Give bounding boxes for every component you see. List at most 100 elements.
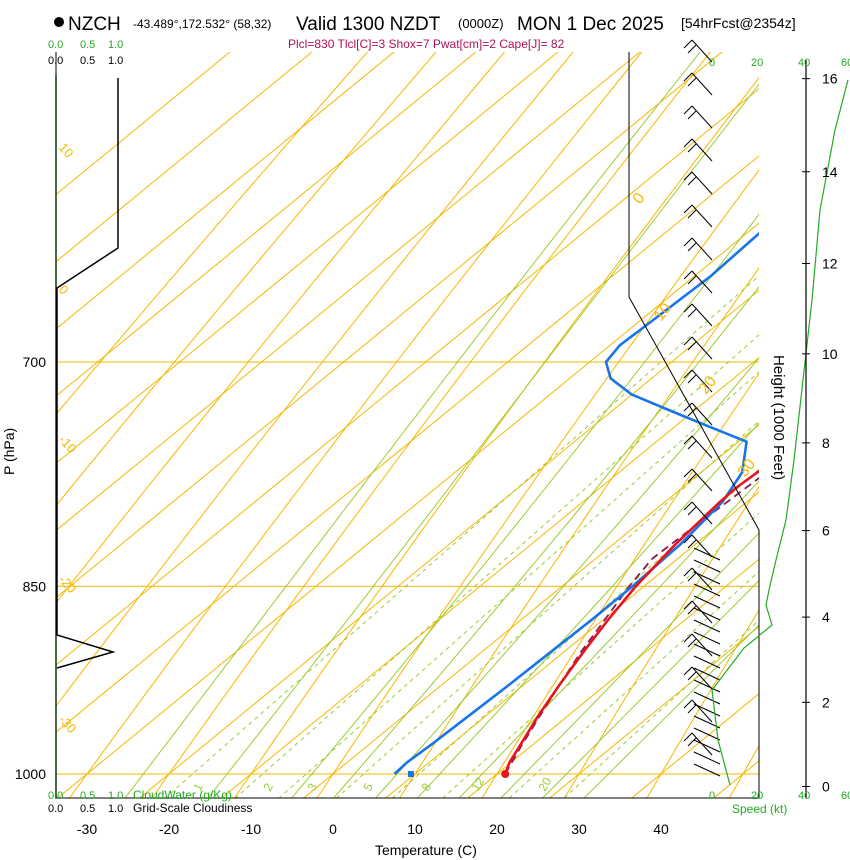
height-tick-label: 6 <box>822 523 830 539</box>
wind-barb <box>683 633 713 657</box>
isotherm--30 <box>56 222 759 798</box>
wind-barb-flag <box>683 171 693 181</box>
wind-barb-staff <box>691 369 713 393</box>
wind-barb <box>683 336 713 360</box>
wind-barb <box>683 567 713 591</box>
wind-barb <box>683 138 713 162</box>
wind-barb-flag <box>687 341 697 351</box>
wind-barb-staff <box>691 501 713 525</box>
wind-barb <box>683 270 713 294</box>
height-tick-label: 0 <box>822 778 830 794</box>
wind-barb-flag <box>687 671 697 681</box>
height-tick-label: 10 <box>822 346 838 362</box>
wind-barb-low <box>693 619 721 633</box>
wind-barb-low <box>693 751 721 765</box>
isotherm--40 <box>56 155 759 733</box>
wind-barb-low <box>693 607 721 621</box>
height-tick-label: 4 <box>822 609 830 625</box>
wind-barb-low <box>693 667 721 681</box>
wind-barb-staff <box>691 633 713 657</box>
wind-barb-low <box>693 547 721 561</box>
isotherm--10 <box>220 356 759 798</box>
wind-barb <box>683 204 713 228</box>
wind-barb-flag <box>687 539 697 549</box>
cloudiness-top-tick-0: 0.0 <box>48 55 63 67</box>
temperature-line <box>503 469 759 775</box>
wind-barb-staff <box>691 72 713 96</box>
x-tick-label: 20 <box>489 821 505 837</box>
wind-barb-flag <box>683 105 693 115</box>
x-tick-label: 30 <box>571 821 587 837</box>
wind-barb-flag <box>683 666 693 676</box>
moist-adiabat-35 <box>583 624 759 798</box>
wind-barb-staff <box>691 666 713 690</box>
moist-adiabat-20 <box>458 480 759 798</box>
utc-time: (0000Z) <box>458 16 504 31</box>
mixing-ratio-1 <box>164 275 759 798</box>
skew-frame-boundary <box>628 52 760 798</box>
dry-adiabat--10 <box>233 76 759 798</box>
height-axis-title: Height (1000 Feet) <box>770 355 787 480</box>
dry-adiabat-10 <box>398 267 759 798</box>
wind-barb-flag <box>683 468 693 478</box>
wind-barb <box>683 402 713 426</box>
wind-barb-flag <box>687 572 697 582</box>
height-tick-label: 14 <box>822 164 838 180</box>
dewpoint-line <box>393 231 759 775</box>
wind-barb-staff <box>691 567 713 591</box>
dry-adiabat--30 <box>68 52 643 798</box>
wind-barb-flag <box>683 732 693 742</box>
speed-bottom-tick-3: 60 <box>841 790 850 802</box>
mixing-ratio-label: 5 <box>360 780 376 793</box>
x-tick-label: -10 <box>241 821 261 837</box>
dry-adiabat-30 <box>563 485 759 798</box>
wind-barb-flag <box>687 737 697 747</box>
wind-barb-flag <box>687 407 697 417</box>
wind-barb-low <box>693 763 721 777</box>
isotherm--60 <box>56 52 723 599</box>
dry-adiabat-0 <box>316 169 759 798</box>
wind-barb-flag <box>687 143 697 153</box>
wind-barb <box>683 666 713 690</box>
valid-date: MON 1 Dec 2025 <box>517 14 664 35</box>
wind-barb-flag <box>687 275 697 285</box>
wind-barb-flag <box>683 336 693 346</box>
cloudiness-bottom-tick-0: 0.0 <box>48 803 63 815</box>
mixing-ratio-label: 2 <box>260 780 276 793</box>
wind-barb-flag <box>687 176 697 186</box>
cloudwater-top-tick-2: 1.0 <box>108 39 123 51</box>
isotherm-0 <box>302 424 759 798</box>
wind-barb <box>683 699 713 723</box>
wind-barb-flag <box>687 473 697 483</box>
wind-barb-staff <box>691 105 713 129</box>
wind-barb <box>683 237 713 261</box>
isotherm-label: 10 <box>651 300 675 325</box>
wind-barb-flag <box>687 374 697 384</box>
wind-barb <box>683 72 713 96</box>
wind-barb-staff <box>691 138 713 162</box>
dry-adiabat-label: 0 <box>56 282 72 297</box>
wind-barb-low <box>693 691 721 705</box>
cloudwater-top-tick-1: 0.5 <box>80 39 95 51</box>
pressure-tick-label: 700 <box>23 354 47 370</box>
speed-bottom-tick-2: 40 <box>798 790 810 802</box>
mixing-ratio-label: 12 <box>468 775 487 794</box>
background-grid <box>56 52 759 798</box>
mixing-ratio-20 <box>508 570 759 798</box>
wind-barb <box>683 468 713 492</box>
isotherm--20 <box>138 289 759 798</box>
speed-bottom-tick-1: 20 <box>751 790 763 802</box>
wind-barb-flag <box>687 440 697 450</box>
dry-adiabat--70 <box>56 52 369 416</box>
cloudwater-bottom-tick-1: 0.5 <box>80 790 95 802</box>
dry-adiabat-label: -20 <box>56 572 80 596</box>
wind-barb-staff <box>691 204 713 228</box>
stability-indices: Plcl=830 Tlcl[C]=3 Shox=7 Pwat[cm]=2 Cap… <box>288 37 565 51</box>
wind-barb-staff <box>691 402 713 426</box>
wind-barb <box>683 600 713 624</box>
wind-barb-staff <box>691 39 713 63</box>
isotherm-10 <box>384 491 759 798</box>
moist-adiabat--10 <box>207 83 759 798</box>
y-axis-title: P (hPa) <box>1 428 17 475</box>
surface-dewpoint-marker <box>407 771 414 777</box>
